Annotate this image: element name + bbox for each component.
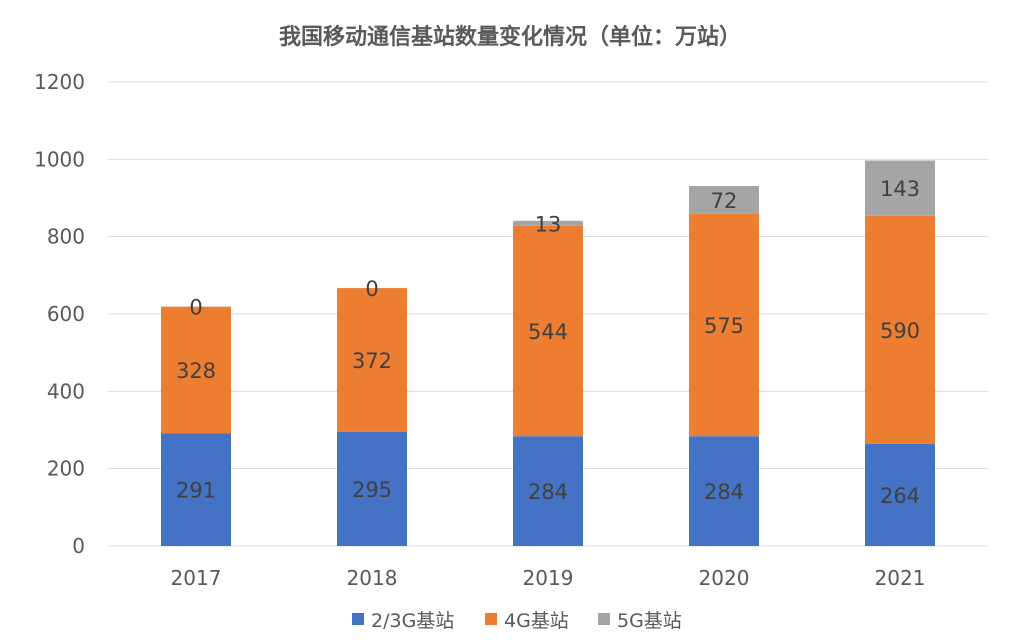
legend-swatch (352, 613, 364, 625)
legend-label: 2/3G基站 (371, 610, 454, 632)
bar-segment (689, 186, 759, 214)
data-label: 372 (352, 349, 392, 373)
data-label: 0 (365, 277, 378, 301)
x-tick-label: 2017 (171, 566, 222, 590)
data-label: 72 (711, 189, 738, 213)
bar-segment (689, 213, 759, 437)
data-label: 291 (176, 479, 216, 503)
bar-segment (865, 160, 935, 216)
bar-segment (689, 436, 759, 546)
bar-segment (865, 215, 935, 444)
legend-swatch (598, 613, 610, 625)
data-label: 295 (352, 478, 392, 502)
bar-segment (513, 220, 583, 226)
data-label: 544 (528, 320, 568, 344)
bar-segment (513, 436, 583, 546)
y-tick-label: 600 (47, 302, 85, 326)
bar-segment (513, 225, 583, 437)
data-label: 264 (880, 484, 920, 508)
data-label: 575 (704, 314, 744, 338)
y-tick-label: 1200 (34, 70, 85, 94)
legend-label: 5G基站 (617, 610, 682, 632)
y-tick-label: 800 (47, 225, 85, 249)
x-axis-ticks: 2017 2018 2019 2020 2021 (171, 566, 926, 590)
data-label: 0 (189, 296, 202, 320)
bars (161, 160, 935, 546)
bar-segment (161, 433, 231, 546)
y-tick-label: 1000 (34, 147, 85, 171)
data-label: 284 (528, 480, 568, 504)
x-tick-label: 2021 (875, 566, 926, 590)
data-label: 13 (535, 212, 562, 236)
bar-segment (161, 306, 231, 434)
data-label: 143 (880, 177, 920, 201)
y-tick-label: 0 (72, 534, 85, 558)
legend: 2/3G基站 4G基站 5G基站 (352, 610, 682, 632)
y-tick-label: 400 (47, 379, 85, 403)
bar-segment (865, 443, 935, 546)
data-label: 284 (704, 480, 744, 504)
data-label: 328 (176, 359, 216, 383)
data-label: 590 (880, 319, 920, 343)
legend-swatch (485, 613, 497, 625)
x-tick-label: 2018 (347, 566, 398, 590)
x-tick-label: 2019 (523, 566, 574, 590)
legend-label: 4G基站 (504, 610, 569, 632)
y-tick-label: 200 (47, 457, 85, 481)
y-axis-ticks: 0 200 400 600 800 1000 1200 (34, 70, 85, 558)
chart-title: 我国移动通信基站数量变化情况（单位：万站） (279, 24, 741, 50)
bar-segment (337, 288, 407, 432)
bar-segment (337, 431, 407, 546)
x-tick-label: 2020 (699, 566, 750, 590)
data-labels: 291 328 0 295 372 0 284 544 13 284 575 72 264 590 143 (176, 177, 920, 508)
